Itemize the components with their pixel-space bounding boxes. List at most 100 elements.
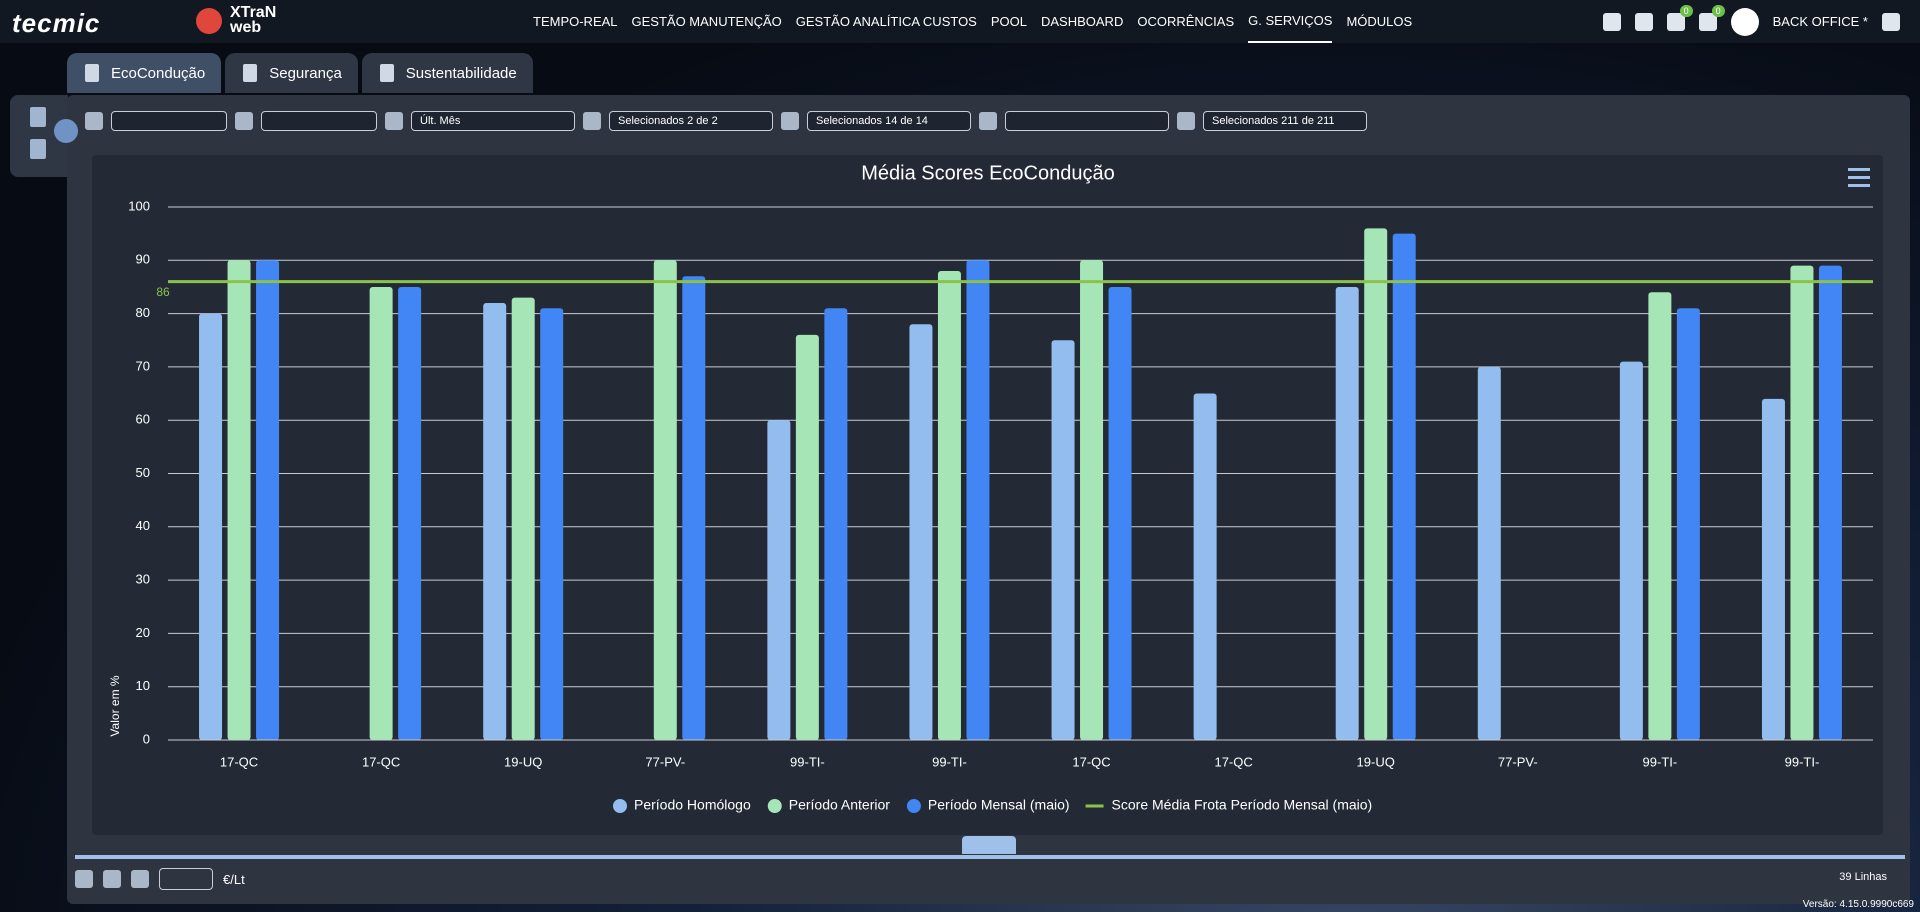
legend-marker — [767, 799, 782, 813]
bar — [909, 324, 933, 740]
icon — [235, 112, 253, 130]
y-tick-label: 50 — [136, 465, 150, 480]
x-tick-label: 77-PV- — [1498, 754, 1538, 769]
collapse-button[interactable] — [962, 836, 1016, 854]
bar — [824, 308, 848, 740]
nav-item[interactable]: POOL — [990, 14, 1027, 29]
bar — [1761, 398, 1785, 740]
bar — [795, 334, 819, 740]
reference-label: 86 — [156, 285, 170, 299]
bar — [256, 260, 280, 740]
bar — [1676, 308, 1700, 740]
y-tick-label: 80 — [136, 305, 150, 320]
row-count: 39 Linhas — [1839, 871, 1887, 883]
nav-item[interactable]: GESTÃO MANUTENÇÃO — [631, 14, 782, 29]
y-tick-label: 90 — [136, 252, 150, 267]
notifications[interactable]: 0 — [1666, 4, 1693, 31]
bar — [653, 260, 677, 740]
y-tick-label: 60 — [136, 412, 150, 427]
legend-label[interactable]: Período Anterior — [789, 797, 891, 813]
badge: 0 — [1679, 4, 1693, 17]
x-tick-label: 99-TI- — [790, 754, 825, 769]
bar — [1619, 361, 1643, 740]
x-tick-label: 77-PV- — [645, 754, 685, 769]
nav: TEMPO-REAL GESTÃO MANUTENÇÃO GESTÃO ANALÍT… — [533, 0, 1412, 43]
bar — [227, 260, 251, 740]
x-tick-label: 17-QC — [362, 754, 400, 769]
nav-item[interactable]: MÓDULOS — [1346, 14, 1413, 29]
y-tick-label: 10 — [136, 678, 150, 693]
filters: Últ. Mês Selecionados 2 de 2 Selecionado… — [85, 108, 1367, 134]
report-icon[interactable] — [30, 107, 46, 127]
bar — [398, 286, 422, 740]
icon — [1177, 112, 1195, 130]
y-tick-label: 30 — [136, 572, 150, 587]
bar — [1193, 393, 1217, 740]
icon[interactable] — [75, 870, 93, 888]
icon — [979, 112, 997, 130]
bar — [1790, 265, 1814, 740]
icon[interactable] — [1634, 12, 1653, 31]
bar — [199, 313, 223, 740]
type-select[interactable] — [1005, 111, 1169, 131]
report-icon[interactable] — [30, 139, 46, 159]
bar — [540, 308, 564, 740]
avatar[interactable] — [1730, 7, 1759, 36]
logo-icon — [196, 8, 222, 34]
drivers-select[interactable]: Selecionados 14 de 14 — [807, 111, 971, 131]
icon — [781, 112, 799, 130]
legend-marker — [906, 799, 921, 813]
tab[interactable]: EcoCondução — [67, 53, 222, 93]
tab[interactable]: Segurança — [225, 53, 358, 93]
nav-item[interactable]: G. SERVIÇOS — [1248, 0, 1333, 43]
bar — [1818, 265, 1842, 740]
icon[interactable] — [1882, 12, 1900, 31]
bar — [682, 276, 706, 740]
x-tick-label: 19-UQ — [1357, 754, 1395, 769]
user[interactable]: BACK OFFICE * — [1772, 14, 1868, 29]
messages[interactable]: 0 — [1698, 4, 1725, 31]
bar — [966, 260, 990, 740]
y-tick-label: 40 — [136, 518, 150, 533]
version: Versão: 4.15.0.9990c669 — [1802, 899, 1914, 910]
toggle[interactable] — [54, 119, 78, 143]
icon[interactable] — [1602, 12, 1621, 31]
bar — [1108, 286, 1132, 740]
chart-title: Média Scores EcoCondução — [861, 162, 1114, 184]
x-tick-label: 99-TI- — [1643, 754, 1678, 769]
footer: €/Lt 39 Linhas — [75, 855, 1905, 899]
unit: €/Lt — [223, 871, 245, 887]
icon — [385, 112, 403, 130]
vehicles-select[interactable]: Selecionados 211 de 211 — [1203, 111, 1367, 131]
fuel-price[interactable] — [159, 868, 213, 890]
icon — [583, 112, 601, 130]
nav-item[interactable]: OCORRÊNCIAS — [1137, 14, 1235, 29]
y-tick-label: 20 — [136, 625, 150, 640]
y-tick-label: 70 — [136, 358, 150, 373]
icon — [131, 870, 149, 888]
date-to[interactable] — [261, 111, 377, 131]
y-tick-label: 100 — [128, 198, 150, 213]
bar — [1477, 366, 1501, 740]
legend-label[interactable]: Período Homólogo — [634, 797, 751, 813]
logo: tecmic — [12, 8, 101, 38]
menu-icon[interactable] — [1848, 168, 1870, 187]
y-axis-label: Valor em % — [108, 675, 122, 736]
date-from[interactable] — [111, 111, 227, 131]
icon[interactable] — [103, 870, 121, 888]
nav-item[interactable]: DASHBOARD — [1040, 14, 1124, 29]
bar — [1364, 228, 1388, 740]
legend-label[interactable]: Período Mensal (maio) — [928, 797, 1070, 813]
nav-item[interactable]: TEMPO-REAL — [533, 14, 618, 29]
nav-item[interactable]: GESTÃO ANALÍTICA CUSTOS — [795, 14, 977, 29]
tab[interactable]: Sustentabilidade — [361, 53, 533, 93]
bar — [369, 286, 393, 740]
groups-select[interactable]: Selecionados 2 de 2 — [609, 111, 773, 131]
period-select[interactable]: Últ. Mês — [411, 111, 575, 131]
top-bar: tecmic XTraN web TEMPO-REAL GESTÃO MANUTE… — [0, 0, 1920, 43]
user-area: 0 0 BACK OFFICE * — [1602, 0, 1900, 43]
legend-label[interactable]: Score Média Frota Período Mensal (maio) — [1112, 797, 1373, 813]
x-tick-label: 99-TI- — [932, 754, 967, 769]
